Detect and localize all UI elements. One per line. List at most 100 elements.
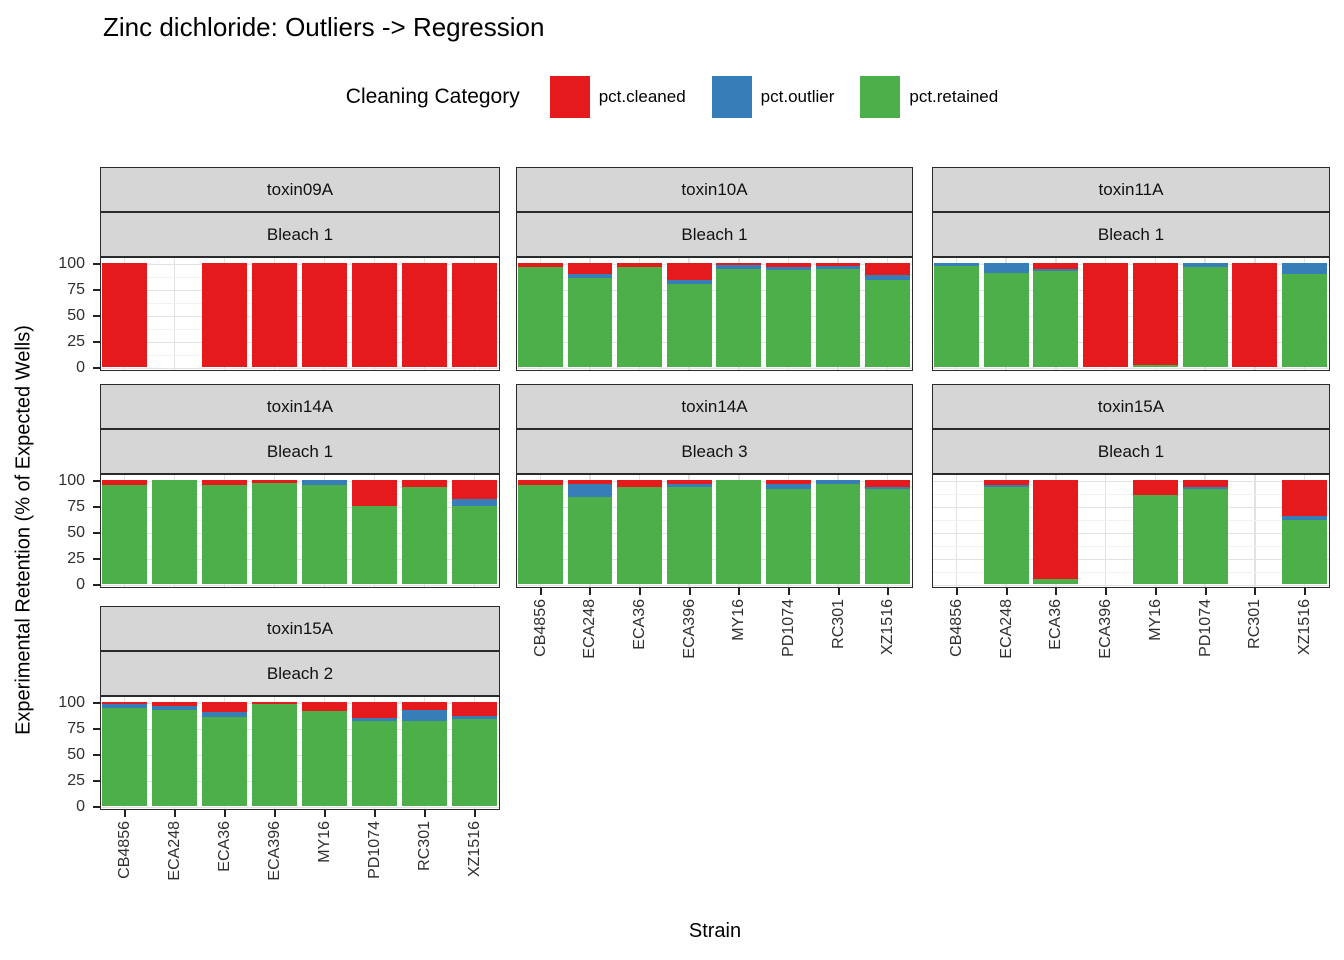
bar-segment-pct-retained	[1132, 494, 1178, 584]
x-axis-tick-label-CB4856: CB4856	[116, 821, 133, 879]
stacked-bar-XZ1516	[1282, 263, 1327, 367]
gridline-minor	[933, 302, 1329, 304]
facet-strip-toxin-label: toxin14A	[266, 396, 334, 416]
y-axis-tick-label: 50	[67, 307, 85, 324]
x-axis-tick-label-XZ1516: XZ1516	[879, 599, 897, 656]
gridline-minor	[517, 354, 912, 356]
gridline-major	[101, 480, 499, 482]
x-axis-tick-label-XZ1516: XZ1516	[466, 821, 483, 878]
gridline-minor	[101, 354, 499, 356]
bar-segment-pct-cleaned	[617, 263, 662, 268]
plot-area	[932, 257, 1330, 371]
stacked-bar-RC301	[402, 702, 447, 806]
x-axis-tick	[1055, 588, 1058, 595]
bar-segment-pct-retained	[202, 716, 247, 806]
gridline-major	[517, 289, 912, 291]
gridline-minor	[933, 276, 1329, 278]
facet-strip-bleach: Bleach 1	[100, 429, 500, 474]
bar-segment-pct-retained	[983, 487, 1029, 584]
stacked-bar-ECA36	[617, 480, 662, 584]
gridline-minor	[101, 493, 499, 495]
stacked-bar-ECA36	[202, 480, 247, 584]
facet-strip-toxin-label: toxin14A	[681, 396, 748, 416]
y-axis-tick-label: 100	[58, 255, 85, 272]
y-axis-tick-label: 25	[67, 550, 85, 567]
bar-segment-pct-retained	[766, 270, 811, 367]
stacked-bar-PD1074	[1182, 263, 1228, 367]
gridline-major	[517, 558, 912, 560]
bar-segment-pct-outlier	[1182, 263, 1228, 268]
gridline-major	[517, 584, 912, 586]
x-axis-tick-label-ECA36: ECA36	[631, 599, 649, 650]
bar-segment-pct-outlier	[983, 263, 1029, 274]
bar-segment-pct-retained	[1282, 519, 1327, 584]
bar-segment-pct-cleaned	[815, 263, 861, 267]
gridline-major	[101, 367, 499, 369]
gridline-minor	[933, 571, 1329, 573]
x-axis-tick-label-RC301: RC301	[829, 599, 847, 649]
gridline-minor	[933, 354, 1329, 356]
y-axis-tick-label: 50	[67, 746, 85, 763]
gridline-minor	[933, 328, 1329, 330]
bar-segment-pct-retained	[567, 277, 613, 367]
stacked-bar-ECA396	[666, 263, 712, 367]
bar-segment-pct-retained	[617, 487, 662, 584]
legend-label: pct.cleaned	[598, 87, 686, 106]
bar-segment-pct-cleaned	[666, 480, 712, 485]
y-axis-tick	[93, 506, 100, 508]
pct-retained-swatch-icon	[860, 76, 901, 118]
facet-strip-toxin: toxin09A	[100, 167, 500, 212]
gridline-vertical	[173, 258, 176, 370]
bar-segment-pct-outlier	[1182, 487, 1228, 490]
bar-segment-pct-cleaned	[865, 480, 910, 488]
y-axis-tick	[93, 806, 100, 808]
bar-segment-pct-outlier	[716, 265, 762, 270]
x-axis-tick	[274, 810, 276, 817]
x-axis-tick-label-XZ1516: XZ1516	[1296, 599, 1314, 656]
gridline-major	[101, 728, 499, 730]
facet-strip-bleach: Bleach 3	[516, 429, 913, 474]
stacked-bar-PD1074	[352, 263, 397, 367]
facet-strip-bleach: Bleach 1	[100, 212, 500, 257]
bar-segment-pct-retained	[402, 487, 447, 584]
gridline-minor	[101, 767, 499, 769]
gridline-major	[933, 506, 1329, 508]
stacked-bar-XZ1516	[452, 480, 497, 584]
stacked-bar-XZ1516	[1282, 480, 1327, 584]
stacked-bar-XZ1516	[865, 480, 910, 584]
bar-segment-pct-cleaned	[766, 480, 811, 485]
x-axis-title: Strain	[688, 920, 742, 942]
gridline-minor	[101, 276, 499, 278]
bar-segment-pct-cleaned	[452, 702, 497, 716]
bar-segment-pct-retained	[352, 506, 397, 584]
stacked-bar-MY16	[1132, 480, 1178, 584]
gridline-major	[933, 584, 1329, 586]
bar-segment-pct-cleaned	[252, 480, 297, 484]
gridline-major	[101, 754, 499, 756]
stacked-bar-CB4856	[517, 480, 563, 584]
bar-segment-pct-outlier	[666, 484, 712, 488]
stacked-bar-ECA36	[1033, 480, 1079, 584]
bar-segment-pct-outlier	[102, 704, 147, 709]
y-axis-tick-label: 50	[67, 524, 85, 541]
bar-segment-pct-cleaned	[452, 480, 497, 499]
bar-segment-pct-retained	[102, 485, 147, 584]
facet-strip-bleach-label: Bleach 2	[266, 663, 334, 683]
y-axis-tick	[93, 315, 100, 317]
stacked-bar-ECA248	[152, 480, 197, 584]
bar-segment-pct-cleaned	[865, 263, 910, 276]
bar-segment-pct-cleaned	[617, 480, 662, 488]
bar-segment-pct-cleaned	[352, 263, 397, 367]
facet-strip-toxin-label: toxin15A	[1097, 396, 1165, 416]
gridline-minor	[517, 493, 912, 495]
x-axis-tick	[1154, 588, 1157, 595]
bar-segment-pct-outlier	[865, 487, 910, 490]
gridline-minor	[517, 328, 912, 330]
stacked-bar-ECA248	[567, 480, 613, 584]
gridline-minor	[933, 493, 1329, 495]
bar-segment-pct-cleaned	[766, 263, 811, 268]
gridline-major	[517, 341, 912, 343]
x-axis-tick	[787, 588, 790, 595]
gridline-major	[101, 780, 499, 782]
bar-segment-pct-outlier	[1282, 263, 1327, 275]
